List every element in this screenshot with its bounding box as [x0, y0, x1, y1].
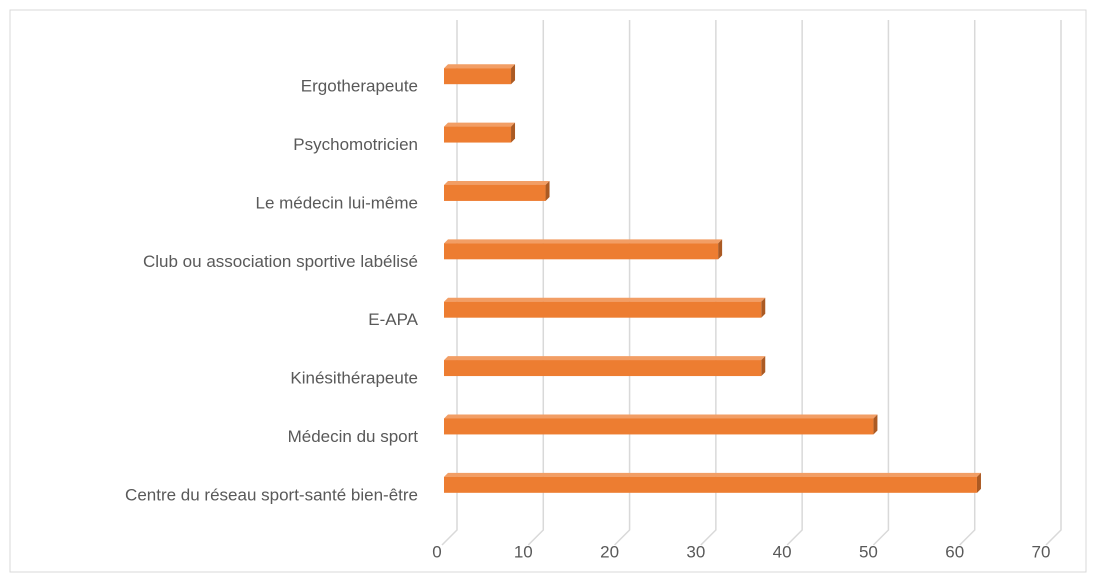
- y-tick-label: Ergotherapeute: [301, 77, 418, 96]
- bar-top: [444, 180, 550, 185]
- bar-top: [444, 356, 766, 361]
- bar-top: [444, 122, 516, 127]
- bar: [444, 297, 766, 318]
- bar-top: [444, 297, 766, 302]
- bar-side: [976, 472, 981, 493]
- grid-line: [786, 20, 803, 546]
- grid-line: [872, 20, 890, 546]
- bar: [444, 414, 878, 435]
- bar: [444, 64, 516, 85]
- bar-side: [873, 414, 878, 435]
- bar-top: [444, 239, 723, 244]
- x-tick-label: 50: [859, 542, 878, 561]
- bar-side: [511, 122, 516, 143]
- bar-front: [444, 68, 512, 85]
- bar-front: [444, 301, 762, 318]
- bar: [444, 472, 981, 493]
- bar-top: [444, 414, 878, 419]
- grid-line: [700, 20, 717, 546]
- grid-line: [959, 20, 976, 546]
- x-tick-label: 30: [686, 542, 705, 561]
- bar-front: [444, 476, 977, 493]
- y-tick-label: Médecin du sport: [288, 427, 419, 446]
- x-tick-label: 70: [1032, 542, 1051, 561]
- bar-front: [444, 184, 546, 201]
- x-tick-label: 40: [773, 542, 792, 561]
- bar-side: [545, 180, 550, 201]
- y-tick-label: Psychomotricien: [293, 135, 418, 154]
- x-tick-label: 10: [514, 542, 533, 561]
- bar-side: [761, 356, 766, 377]
- bar-side: [718, 239, 723, 260]
- grid-line: [1045, 20, 1062, 546]
- bar-front: [444, 360, 762, 377]
- x-tick-label: 0: [432, 542, 441, 561]
- bar-front: [444, 243, 719, 260]
- y-tick-label: Kinésithérapeute: [290, 369, 418, 388]
- bar: [444, 180, 550, 201]
- x-tick-label: 60: [945, 542, 964, 561]
- y-tick-label: Le médecin lui-même: [255, 193, 418, 212]
- bar: [444, 356, 766, 377]
- x-tick-label: 20: [600, 542, 619, 561]
- grid-line: [614, 20, 631, 546]
- bar-front: [444, 126, 512, 143]
- bar-top: [444, 472, 981, 477]
- bar-side: [511, 64, 516, 85]
- bar-side: [761, 297, 766, 318]
- bar-top: [444, 64, 516, 69]
- y-tick-label: E-APA: [368, 310, 418, 329]
- bar: [444, 239, 723, 260]
- y-tick-label: Centre du réseau sport-santé bien-être: [125, 485, 418, 504]
- bar: [444, 122, 516, 143]
- y-tick-label: Club ou association sportive labélisé: [143, 252, 418, 271]
- bar-front: [444, 418, 874, 435]
